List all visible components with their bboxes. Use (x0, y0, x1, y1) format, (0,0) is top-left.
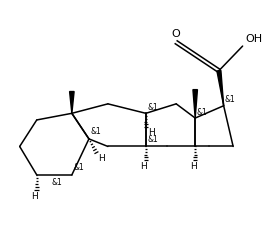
Text: &1: &1 (73, 163, 84, 172)
Text: H: H (148, 128, 155, 137)
Text: H: H (31, 192, 38, 201)
Text: &1: &1 (52, 178, 63, 187)
Polygon shape (193, 90, 197, 118)
Text: H: H (98, 154, 105, 163)
Text: &1: &1 (147, 135, 158, 144)
Text: H: H (140, 162, 147, 171)
Text: H: H (190, 162, 197, 171)
Text: OH: OH (246, 34, 263, 44)
Text: O: O (172, 29, 181, 39)
Polygon shape (70, 92, 74, 113)
Text: &1: &1 (147, 103, 158, 112)
Text: &1: &1 (90, 127, 101, 136)
Polygon shape (217, 70, 224, 106)
Text: &1: &1 (225, 95, 236, 104)
Text: &1: &1 (196, 108, 207, 117)
